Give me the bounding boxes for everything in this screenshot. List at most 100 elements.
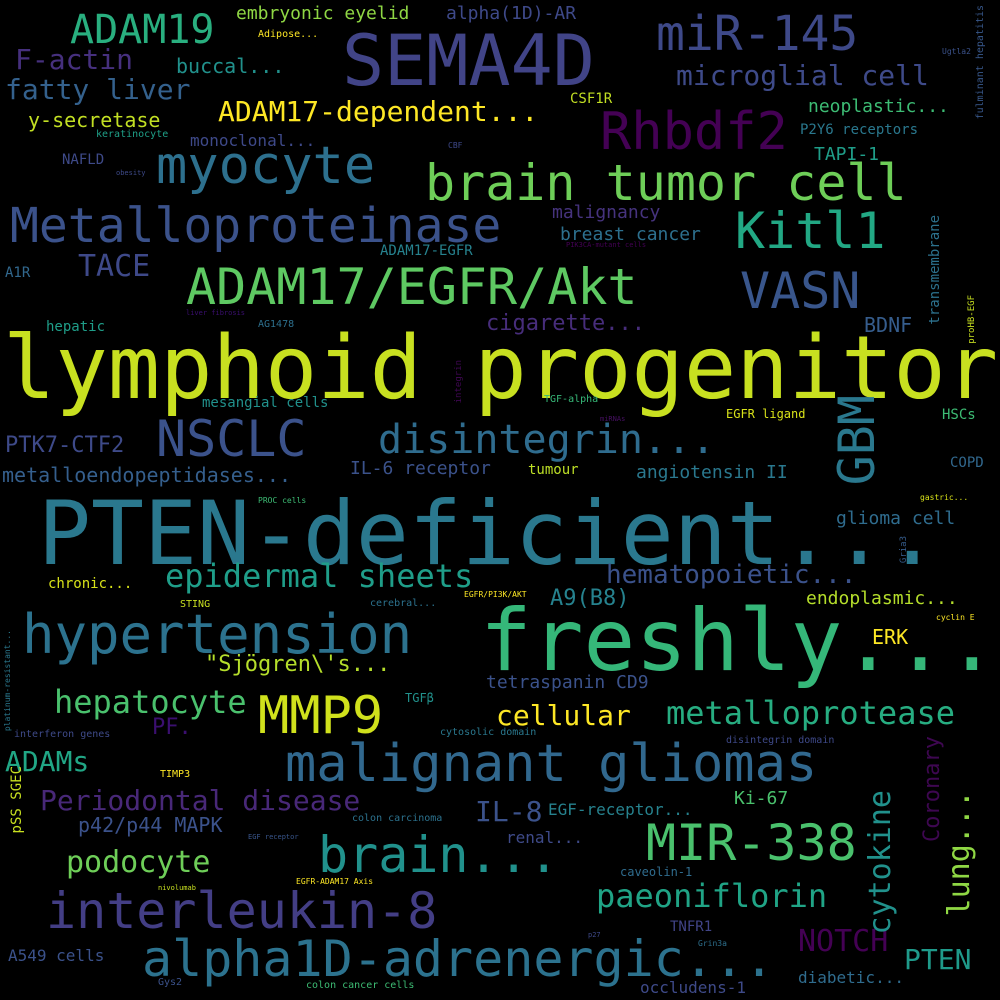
word: NSCLC <box>156 410 307 468</box>
word: PTEN <box>904 943 972 976</box>
word: TGF-alpha <box>544 394 599 405</box>
word: malignant gliomas <box>285 734 818 794</box>
word: diabetic... <box>798 968 904 987</box>
word: caveolin-1 <box>620 865 693 879</box>
word: renal... <box>506 828 584 847</box>
word: IL-6 receptor <box>350 458 491 479</box>
word: NAFLD <box>62 152 105 168</box>
word: endoplasmic... <box>806 588 958 609</box>
word: MIR-338 <box>646 814 857 872</box>
word: TIMP3 <box>160 769 191 780</box>
word: colon cancer cells <box>306 980 415 991</box>
word: hepatic <box>46 319 106 335</box>
word: interleukin-8 <box>46 882 438 940</box>
word: COPD <box>950 455 984 471</box>
word: STING <box>180 599 211 610</box>
word: MMP9 <box>258 686 384 746</box>
word: liver fibrosis <box>186 309 246 317</box>
word: Coronary <box>920 736 945 842</box>
word: cellular <box>496 699 631 732</box>
word: miRNAs <box>600 415 626 423</box>
word: podocyte <box>66 845 211 880</box>
word: ADAM17/EGFR/Akt <box>186 258 638 316</box>
word: metalloendopeptidases... <box>2 463 291 487</box>
word: "Sjögren\'s... <box>205 652 391 677</box>
word: Ki-67 <box>734 788 789 809</box>
word: EGFR/PI3K/AKT <box>464 590 527 599</box>
word: y-secretase <box>28 108 161 132</box>
word: cyclin E <box>936 613 975 622</box>
word: TNFR1 <box>670 919 713 935</box>
word: tetraspanin CD9 <box>486 672 649 693</box>
word: Gria3 <box>899 536 909 564</box>
word: SEMA4D <box>342 20 595 102</box>
word: F-actin <box>15 43 134 76</box>
word: BDNF <box>864 313 913 337</box>
word: fatty liver <box>5 73 191 106</box>
word: lung... <box>942 790 977 917</box>
word: ERK <box>872 625 909 649</box>
word: TACE <box>78 249 151 284</box>
word: mesangial cells <box>202 395 329 411</box>
word: Rhbdf2 <box>600 102 788 162</box>
word: p42/p44 MAPK <box>78 813 223 837</box>
word: malignancy <box>552 202 661 223</box>
word: Gys2 <box>158 977 183 988</box>
word: chronic... <box>48 576 133 592</box>
word: transmembrane <box>927 215 943 325</box>
word: tumour <box>528 462 579 478</box>
word: brain... <box>318 826 559 884</box>
word: Adipose... <box>258 29 319 40</box>
word: hepatocyte <box>54 683 247 721</box>
word: PTEN-deficient... <box>38 482 939 585</box>
word: AG1478 <box>258 319 295 330</box>
word: p27 <box>588 931 601 939</box>
word: Grin3a <box>698 939 727 948</box>
word: Metalloproteinase <box>10 198 502 254</box>
word: neoplastic... <box>808 96 949 117</box>
word: obesity <box>116 169 146 177</box>
word: ADAM17-dependent... <box>218 95 539 128</box>
word: colon carcinoma <box>352 813 443 824</box>
word: Periodontal disease <box>40 784 361 817</box>
word: metalloprotease <box>666 694 955 732</box>
word: EGFR-ADAM17 Axis <box>296 877 374 886</box>
word: NOTCH <box>798 924 889 959</box>
word: ADAMs <box>5 745 90 778</box>
word: EGFR ligand <box>726 407 806 421</box>
word: cytokine <box>863 790 898 935</box>
word: A549 cells <box>8 946 105 965</box>
word: IL-8 <box>475 795 543 828</box>
word: cytosolic domain <box>440 727 537 738</box>
word: occludens-1 <box>640 978 746 997</box>
word: PTK7-CTF2 <box>5 433 125 458</box>
word: paeoniflorin <box>596 877 828 915</box>
word: EGF receptor <box>248 833 299 841</box>
word: gastric... <box>920 493 969 502</box>
word: A1R <box>5 265 31 281</box>
word: freshly... <box>480 591 998 691</box>
word: disintegrin domain <box>726 735 835 746</box>
word: alpha1D-adrenergic... <box>142 930 775 988</box>
word: platinum-resistant... <box>3 630 12 732</box>
word: ADAM19 <box>70 7 215 53</box>
word: CBF <box>448 141 463 150</box>
word: glioma cell <box>836 508 956 529</box>
word: disintegrin... <box>378 417 716 463</box>
word: nivolumab <box>158 884 196 892</box>
word: proHB-EGF <box>967 295 977 344</box>
word: alpha(1D)-AR <box>446 3 577 24</box>
word: brain tumor cell <box>425 154 907 212</box>
word: ADAM17-EGFR <box>380 243 473 259</box>
word: breast cancer <box>560 224 701 245</box>
word: monoclonal... <box>190 131 316 150</box>
word: PIK3CA-mutant cells <box>566 241 647 249</box>
word: HSCs <box>942 407 976 423</box>
word: angiotensin II <box>636 462 788 483</box>
word: PROC cells <box>258 496 307 505</box>
word: pSS SGEC <box>9 766 25 834</box>
word: Ugtla2 <box>942 47 971 56</box>
word: CSF1R <box>570 91 613 107</box>
word: fulminant hepatitis <box>975 5 986 120</box>
